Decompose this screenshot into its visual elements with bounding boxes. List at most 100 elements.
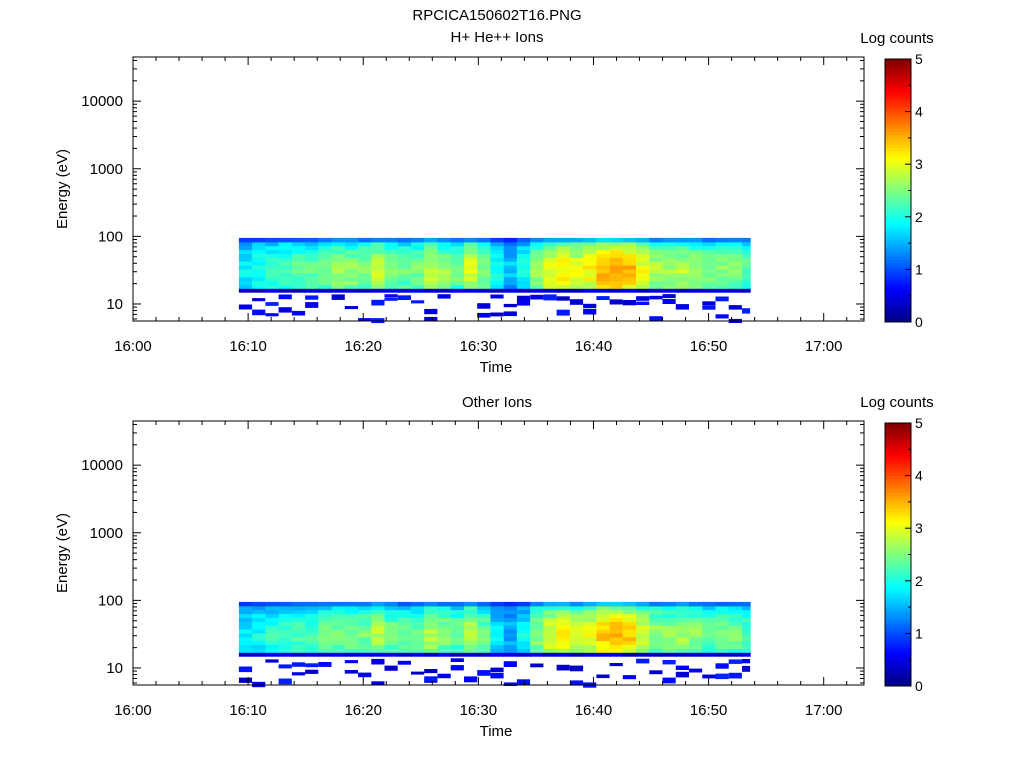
colorbar-segment bbox=[885, 567, 911, 572]
spectrogram-cell bbox=[622, 276, 637, 282]
spectrogram-cell bbox=[384, 268, 399, 274]
spectrogram-cell bbox=[384, 237, 399, 243]
spectrogram-cell bbox=[556, 640, 571, 646]
colorbar-segment bbox=[885, 557, 911, 562]
spectrogram-cell bbox=[265, 302, 279, 306]
spectrogram-cell bbox=[477, 288, 491, 293]
spectrogram-cell bbox=[437, 613, 452, 618]
spectrogram-cell bbox=[238, 245, 253, 251]
spectrogram-cell bbox=[516, 652, 531, 657]
spectrogram-cell bbox=[305, 261, 319, 266]
spectrogram-cell bbox=[331, 617, 346, 622]
spectrogram-cell bbox=[318, 621, 333, 626]
spectrogram-cell bbox=[516, 644, 531, 649]
colorbar-tick-label: 3 bbox=[915, 520, 923, 536]
spectrogram-cell bbox=[344, 276, 359, 282]
spectrogram-cell bbox=[649, 644, 664, 649]
spectrogram-cell bbox=[384, 245, 399, 251]
spectrogram-cell bbox=[675, 253, 690, 258]
spectrogram-cell bbox=[252, 605, 266, 611]
spectrogram-cell bbox=[556, 265, 571, 270]
spectrogram-cell bbox=[649, 670, 663, 675]
spectrogram-cell bbox=[689, 621, 703, 626]
spectrogram-cell bbox=[437, 284, 452, 289]
x-tick-label: 16:30 bbox=[460, 338, 498, 355]
spectrogram-cell bbox=[503, 280, 518, 285]
spectrogram-cell bbox=[424, 288, 438, 293]
spectrogram-cell bbox=[437, 245, 452, 251]
colorbar-segment bbox=[885, 639, 911, 644]
spectrogram-cell bbox=[569, 261, 584, 266]
spectrogram-cell bbox=[291, 284, 306, 289]
x-tick-label: 16:40 bbox=[575, 702, 613, 719]
spectrogram-cell bbox=[437, 673, 451, 679]
spectrogram-cell bbox=[291, 625, 306, 630]
spectrogram-cell bbox=[503, 284, 518, 289]
spectrogram-cell bbox=[715, 288, 730, 293]
colorbar-segment bbox=[885, 223, 911, 228]
spectrogram-cell bbox=[636, 276, 650, 282]
spectrogram-cell bbox=[450, 276, 465, 282]
spectrogram-cell bbox=[569, 632, 584, 638]
spectrogram-cell bbox=[278, 265, 293, 270]
spectrogram-cell bbox=[424, 613, 438, 618]
colorbar-segment bbox=[885, 656, 911, 661]
spectrogram-cell bbox=[437, 265, 452, 270]
x-tick-label: 16:50 bbox=[690, 702, 728, 719]
spectrogram-cell bbox=[305, 272, 319, 278]
spectrogram-cell bbox=[397, 613, 412, 618]
spectrogram-cell bbox=[649, 652, 664, 657]
spectrogram-cell bbox=[371, 265, 386, 270]
spectrogram-cell bbox=[662, 629, 677, 634]
spectrogram-cell bbox=[662, 644, 677, 649]
spectrogram-cell bbox=[543, 605, 558, 611]
spectrogram-cell bbox=[424, 652, 438, 657]
spectrogram-cell bbox=[556, 636, 571, 642]
spectrogram-cell bbox=[344, 245, 359, 251]
spectrogram-cell bbox=[649, 617, 664, 622]
spectrogram-cell bbox=[411, 284, 425, 289]
spectrogram-cell bbox=[503, 609, 518, 615]
spectrogram-cell bbox=[702, 265, 717, 270]
spectrogram-cell bbox=[583, 272, 597, 278]
spectrogram-cell bbox=[318, 249, 333, 254]
spectrogram-cell bbox=[490, 312, 504, 317]
spectrogram-cell bbox=[477, 261, 491, 266]
spectrogram-cell bbox=[675, 652, 690, 657]
spectrogram-cell bbox=[371, 276, 386, 282]
spectrogram-cell bbox=[358, 265, 372, 270]
spectrogram-cell bbox=[384, 261, 399, 266]
spectrogram-cell bbox=[344, 613, 359, 618]
spectrogram-cell bbox=[503, 257, 518, 262]
spectrogram-cell bbox=[411, 644, 425, 649]
colorbar-segment bbox=[885, 679, 911, 684]
spectrogram-cell bbox=[477, 241, 491, 247]
spectrogram-cell bbox=[371, 257, 386, 262]
spectrogram-cell bbox=[569, 276, 584, 282]
spectrogram-cell bbox=[278, 257, 293, 262]
spectrogram-cell bbox=[583, 276, 597, 282]
spectrogram-cell bbox=[464, 617, 478, 622]
spectrogram-cell bbox=[530, 272, 544, 278]
colorbar-segment bbox=[885, 465, 911, 470]
spectrogram-cell bbox=[516, 617, 531, 622]
spectrogram-cell bbox=[609, 265, 624, 270]
spectrogram-cell bbox=[516, 601, 531, 607]
spectrogram-cell bbox=[450, 609, 465, 615]
spectrogram-cell bbox=[636, 261, 650, 266]
spectrogram-cell bbox=[503, 311, 517, 317]
colorbar-segment bbox=[885, 511, 911, 516]
colorbar-segment bbox=[885, 449, 911, 454]
spectrogram-cell bbox=[331, 280, 346, 285]
spectrogram-cell bbox=[596, 237, 611, 243]
spectrogram-cell bbox=[238, 268, 253, 274]
spectrogram-cell bbox=[675, 268, 690, 274]
colorbar-segment bbox=[885, 137, 911, 142]
spectrogram-cell bbox=[622, 261, 637, 266]
spectrogram-cell bbox=[318, 609, 333, 615]
spectrogram-cell bbox=[569, 280, 584, 285]
spectrogram-cell bbox=[583, 288, 597, 293]
spectrogram-cell bbox=[715, 272, 730, 278]
spectrogram-cell bbox=[411, 625, 425, 630]
colorbar-segment bbox=[885, 669, 911, 674]
